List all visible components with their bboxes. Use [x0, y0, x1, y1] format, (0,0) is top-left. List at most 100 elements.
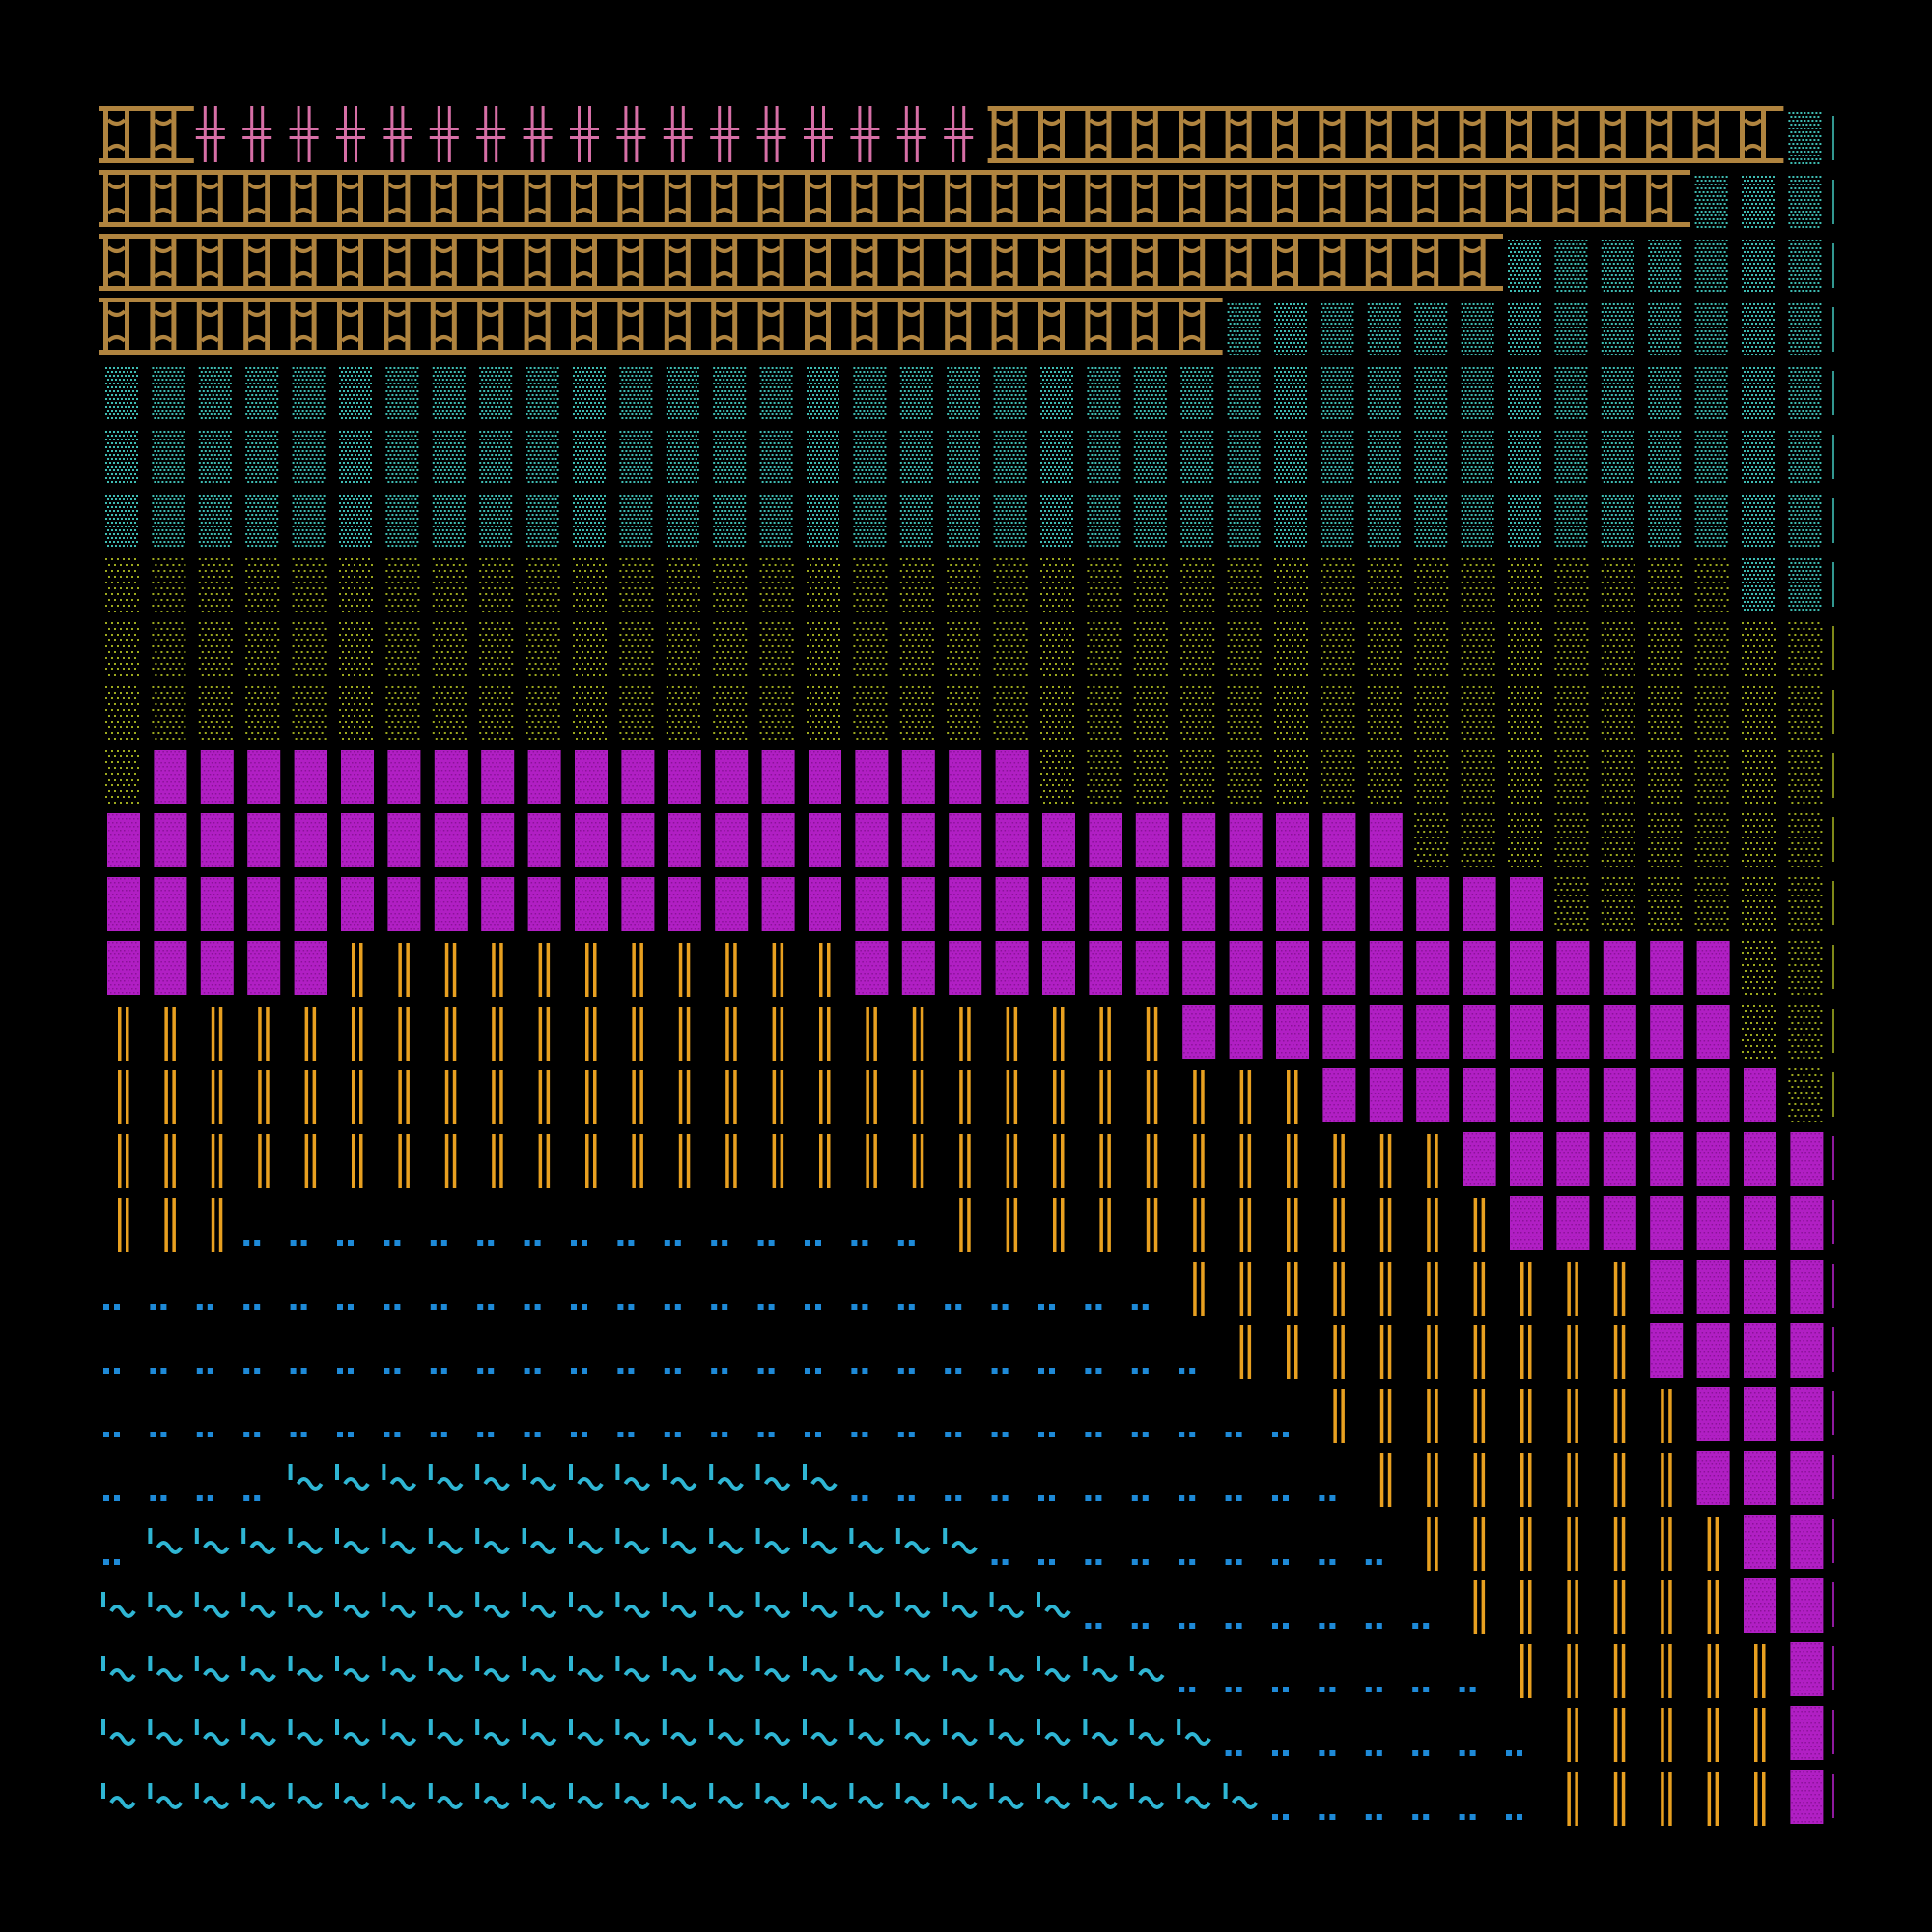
dense-block-glyph — [1276, 877, 1309, 931]
dense-block-glyph — [1182, 813, 1215, 867]
dense-block-glyph — [295, 941, 327, 995]
dense-block-glyph — [435, 813, 468, 867]
dense-block-glyph — [949, 941, 981, 995]
dense-block-glyph — [1463, 1132, 1496, 1186]
dense-block-glyph — [295, 813, 327, 867]
dense-block-glyph — [1510, 1132, 1543, 1186]
dense-block-glyph — [1322, 1068, 1355, 1122]
dense-block-glyph — [1744, 1578, 1776, 1633]
dense-block-glyph — [996, 941, 1029, 995]
dense-block-glyph — [1042, 813, 1075, 867]
dense-block-glyph — [1089, 941, 1122, 995]
dense-block-glyph — [1230, 941, 1263, 995]
dense-block-glyph — [201, 750, 234, 804]
dense-block-glyph — [154, 750, 186, 804]
dense-block-glyph — [1604, 941, 1636, 995]
dense-block-glyph — [1510, 941, 1543, 995]
dense-block-glyph — [949, 750, 981, 804]
dense-block-glyph — [1790, 1260, 1823, 1314]
dense-block-glyph — [1370, 1005, 1403, 1059]
dense-block-glyph — [528, 750, 561, 804]
dense-block-glyph — [1042, 877, 1075, 931]
dense-block-glyph — [715, 750, 748, 804]
dense-block-glyph — [1510, 877, 1543, 931]
dense-block-glyph — [247, 877, 280, 931]
dense-block-glyph — [295, 750, 327, 804]
dense-block-glyph — [1650, 1068, 1683, 1122]
dense-block-glyph — [1182, 1005, 1215, 1059]
dense-block-glyph — [107, 877, 140, 931]
dense-block-glyph — [762, 750, 795, 804]
dense-block-glyph — [1556, 941, 1589, 995]
dense-block-glyph — [1697, 1323, 1730, 1378]
dense-block-glyph — [621, 813, 654, 867]
dense-block-glyph — [295, 877, 327, 931]
dense-block-glyph — [1230, 877, 1263, 931]
dense-block-glyph — [1089, 877, 1122, 931]
dense-block-glyph — [855, 813, 888, 867]
dense-block-glyph — [902, 877, 935, 931]
dense-block-glyph — [341, 750, 374, 804]
dense-block-glyph — [762, 813, 795, 867]
dense-block-glyph — [1790, 1578, 1823, 1633]
dense-block-glyph — [247, 941, 280, 995]
dense-block-glyph — [1744, 1068, 1776, 1122]
dense-block-glyph — [1463, 877, 1496, 931]
dense-block-glyph — [481, 813, 514, 867]
dense-block-glyph — [855, 941, 888, 995]
dense-block-glyph — [1276, 941, 1309, 995]
dense-block-glyph — [1697, 1196, 1730, 1250]
dense-block-glyph — [1744, 1132, 1776, 1186]
dense-block-glyph — [1556, 1068, 1589, 1122]
dense-block-glyph — [1697, 1260, 1730, 1314]
dense-block-glyph — [668, 813, 701, 867]
dense-block-glyph — [1744, 1196, 1776, 1250]
dense-block-glyph — [528, 813, 561, 867]
dense-block-glyph — [1790, 1323, 1823, 1378]
dense-block-glyph — [621, 877, 654, 931]
dense-block-glyph — [1790, 1451, 1823, 1505]
dense-block-glyph — [668, 877, 701, 931]
dense-block-glyph — [1136, 813, 1169, 867]
dense-block-glyph — [154, 877, 186, 931]
dense-block-glyph — [1650, 1005, 1683, 1059]
dense-block-glyph — [1416, 1005, 1449, 1059]
dense-block-glyph — [1650, 1132, 1683, 1186]
dense-block-glyph — [996, 750, 1029, 804]
dense-block-glyph — [1370, 877, 1403, 931]
dense-block-glyph — [1136, 877, 1169, 931]
dense-block-glyph — [1182, 941, 1215, 995]
dense-block-glyph — [1276, 1005, 1309, 1059]
dense-block-glyph — [1790, 1132, 1823, 1186]
dense-block-glyph — [1416, 877, 1449, 931]
dense-block-glyph — [1322, 1005, 1355, 1059]
dense-block-glyph — [1230, 813, 1263, 867]
dense-block-glyph — [1463, 1068, 1496, 1122]
dense-block-glyph — [1510, 1005, 1543, 1059]
dense-block-glyph — [1463, 1005, 1496, 1059]
dense-block-glyph — [1744, 1451, 1776, 1505]
dense-block-glyph — [1697, 1451, 1730, 1505]
dense-block-glyph — [575, 813, 608, 867]
dense-block-glyph — [1556, 1132, 1589, 1186]
dense-block-glyph — [1370, 1068, 1403, 1122]
dense-block-glyph — [1744, 1387, 1776, 1441]
dense-block-glyph — [855, 750, 888, 804]
dense-block-glyph — [1744, 1323, 1776, 1378]
dense-block-glyph — [1556, 1196, 1589, 1250]
dense-block-glyph — [902, 813, 935, 867]
dense-block-glyph — [1697, 1387, 1730, 1441]
dense-block-glyph — [715, 813, 748, 867]
dense-block-glyph — [481, 750, 514, 804]
dense-block-glyph — [201, 813, 234, 867]
dense-block-glyph — [1790, 1770, 1823, 1824]
dense-block-glyph — [1650, 1260, 1683, 1314]
dense-block-glyph — [435, 750, 468, 804]
dense-block-glyph — [1697, 1068, 1730, 1122]
dense-block-glyph — [1604, 1132, 1636, 1186]
dense-block-glyph — [1650, 941, 1683, 995]
dense-block-glyph — [1322, 877, 1355, 931]
dense-block-glyph — [1790, 1642, 1823, 1696]
dense-block-glyph — [341, 877, 374, 931]
